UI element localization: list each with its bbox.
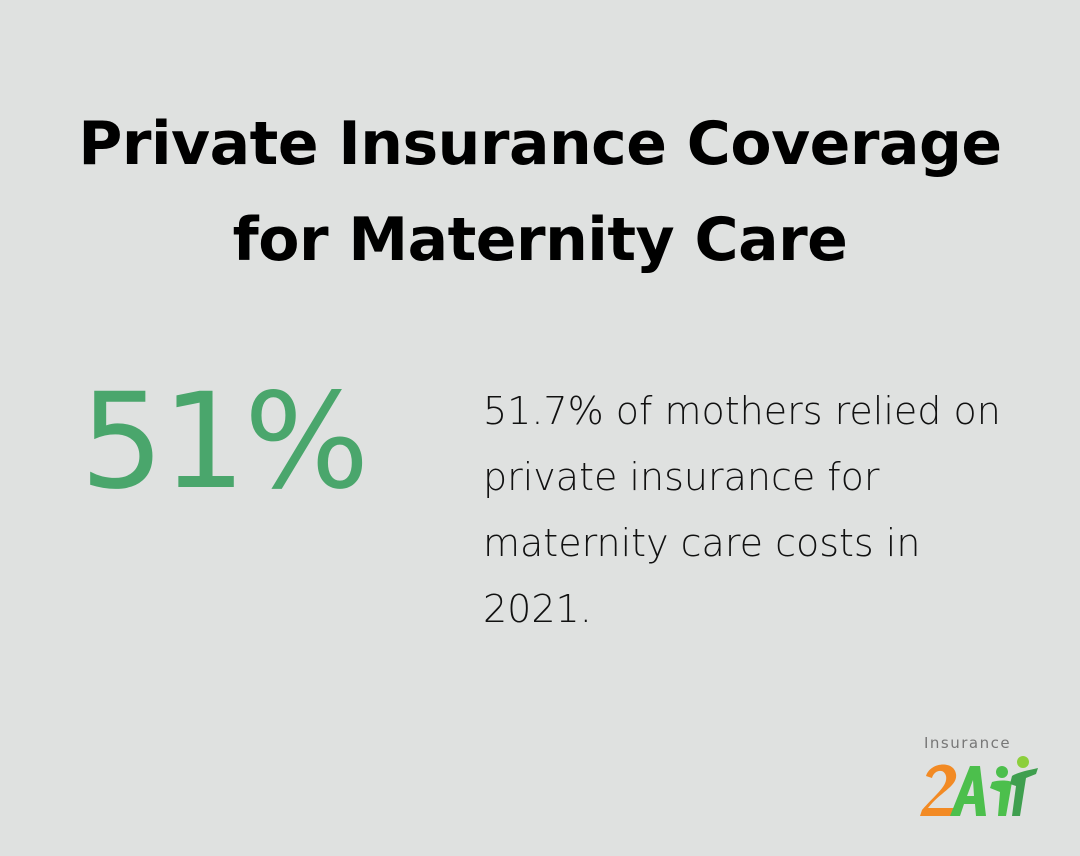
title-line-1: Private Insurance Coverage bbox=[78, 109, 1002, 179]
page-title: Private Insurance Coverage for Maternity… bbox=[0, 96, 1080, 288]
stat-description: 51.7% of mothers relied on private insur… bbox=[483, 389, 1001, 631]
insurance-logo: Insurance bbox=[920, 730, 1050, 822]
logo-word: Insurance bbox=[924, 734, 1012, 752]
people-icon bbox=[920, 756, 1038, 816]
stat-value: 51% bbox=[80, 365, 369, 519]
title-line-2: for Maternity Care bbox=[232, 205, 848, 275]
